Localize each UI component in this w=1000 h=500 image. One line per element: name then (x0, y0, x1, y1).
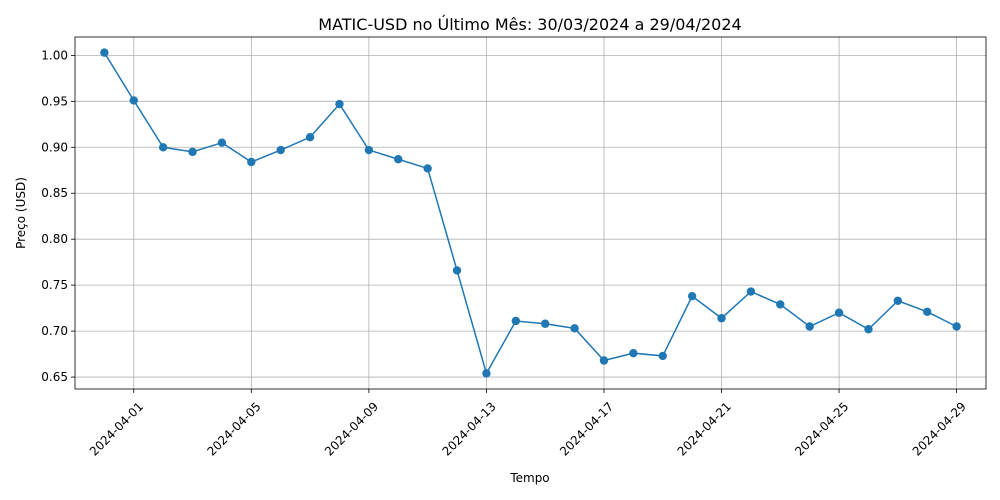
y-tick-label: 0.65 (41, 370, 68, 384)
data-point (364, 145, 374, 155)
data-point (776, 300, 785, 309)
data-point (658, 351, 667, 361)
data-point (834, 308, 844, 317)
data-point (100, 48, 109, 57)
y-tick-label: 0.80 (41, 232, 68, 246)
x-tick-label: 2024-04-09 (322, 399, 381, 458)
data-point (864, 325, 873, 334)
y-axis: 0.65 0.70 0.75 0.80 0.85 0.90 0.95 1.00 (41, 48, 75, 384)
data-point (629, 348, 638, 358)
data-point (305, 132, 315, 142)
series-matic-usd (100, 48, 961, 378)
data-point (452, 266, 462, 275)
chart-title: MATIC-USD no Último Mês: 30/03/2024 a 29… (318, 15, 741, 34)
plot-area-frame (74, 36, 987, 390)
data-point (247, 157, 256, 167)
data-point (687, 291, 697, 301)
y-tick-label: 0.85 (41, 186, 68, 200)
y-tick-label: 0.70 (41, 324, 68, 338)
data-point (805, 322, 814, 331)
series-line (103, 52, 957, 376)
data-point (129, 96, 138, 105)
x-tick-label: 2024-04-21 (675, 399, 734, 458)
x-tick-label: 2024-04-17 (557, 399, 616, 458)
data-point (276, 145, 285, 155)
grid (75, 37, 986, 389)
data-point (717, 314, 726, 323)
data-point (893, 296, 903, 305)
x-tick-label: 2024-04-29 (910, 399, 969, 458)
y-tick-label: 0.90 (41, 140, 68, 154)
data-point (746, 287, 756, 296)
data-point (952, 322, 961, 331)
y-tick-label: 0.75 (41, 278, 68, 292)
x-tick-label: 2024-04-01 (87, 399, 146, 458)
data-point (394, 155, 403, 164)
data-point (423, 164, 432, 173)
x-tick-label: 2024-04-05 (204, 399, 263, 458)
data-point (188, 147, 197, 157)
x-tick-label: 2024-04-25 (792, 399, 851, 458)
data-point (570, 324, 579, 333)
data-point (482, 369, 491, 378)
data-point (158, 143, 168, 152)
data-point (540, 319, 550, 328)
x-tick-label: 2024-04-13 (440, 399, 499, 458)
y-tick-label: 0.95 (41, 94, 68, 108)
data-point (335, 99, 344, 109)
y-tick-label: 1.00 (41, 48, 68, 62)
x-axis: 2024-04-01 2024-04-05 2024-04-09 2024-04-13… (87, 389, 969, 459)
y-axis-label: Preço (USD) (14, 177, 28, 249)
data-point (923, 307, 932, 316)
data-point (511, 316, 521, 326)
x-axis-label: Tempo (509, 471, 549, 485)
data-point (217, 138, 227, 147)
data-point (599, 356, 609, 365)
